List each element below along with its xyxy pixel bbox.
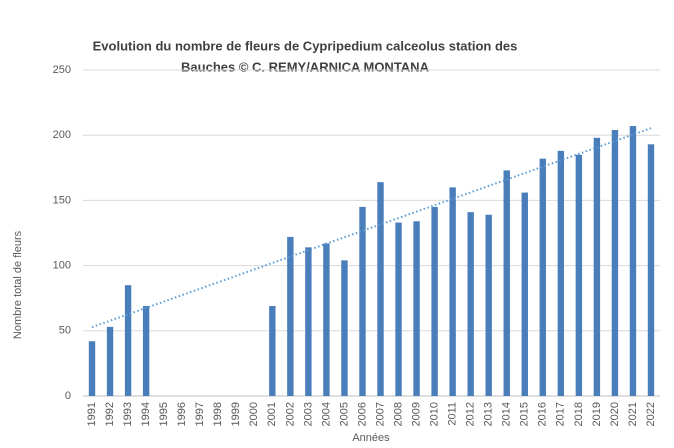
bar xyxy=(377,182,384,396)
x-tick-label: 2021 xyxy=(627,402,639,426)
chart-title: Evolution du nombre de fleurs de Cypripe… xyxy=(93,38,518,53)
x-tick-label: 1999 xyxy=(230,402,242,426)
x-tick-label: 2007 xyxy=(374,402,386,426)
x-tick-label: 2004 xyxy=(320,402,332,426)
bar xyxy=(431,206,438,396)
bar xyxy=(449,187,456,396)
x-tick-label: 2003 xyxy=(302,402,314,426)
bar xyxy=(106,326,114,396)
bar xyxy=(593,137,601,397)
x-tick-label: 2020 xyxy=(609,402,621,426)
bar xyxy=(467,212,474,396)
x-axis-label: Années xyxy=(352,432,390,444)
bar xyxy=(88,341,96,396)
x-tick-label: 1994 xyxy=(140,402,152,426)
x-tick-label: 2009 xyxy=(410,402,422,426)
bar xyxy=(305,247,312,396)
x-tick-label: 2016 xyxy=(537,402,549,426)
bar xyxy=(557,150,565,396)
x-tick-label: 2014 xyxy=(501,402,513,426)
x-tick-label: 2001 xyxy=(266,402,278,426)
x-tick-label: 1995 xyxy=(158,402,170,426)
x-tick-label: 2012 xyxy=(465,402,477,426)
x-tick-label: 2002 xyxy=(284,402,296,426)
bar xyxy=(611,129,619,396)
x-tick-label: 2017 xyxy=(555,402,567,426)
x-tick-label: 2008 xyxy=(392,402,404,426)
trendline xyxy=(91,127,652,329)
y-axis-label: Nombre total de fleurs xyxy=(12,230,24,339)
x-tick-label: 1993 xyxy=(122,402,134,426)
y-tick-label: 100 xyxy=(53,260,71,272)
x-tick-label: 1996 xyxy=(176,402,188,426)
x-tick-label: 2010 xyxy=(429,402,441,426)
bar xyxy=(575,154,583,396)
x-tick-label: 2013 xyxy=(483,402,495,426)
y-tick-label: 0 xyxy=(65,390,71,402)
bar xyxy=(629,126,637,397)
bar xyxy=(521,192,528,396)
bar xyxy=(287,236,294,396)
y-tick-label: 250 xyxy=(53,64,71,76)
bar xyxy=(395,222,402,396)
bar xyxy=(503,170,510,396)
x-tick-label: 1997 xyxy=(194,402,206,426)
x-tick-label: 1992 xyxy=(104,402,116,426)
bar xyxy=(341,260,348,396)
bar xyxy=(124,285,132,396)
y-tick-label: 200 xyxy=(53,129,71,141)
x-tick-label: 2019 xyxy=(591,402,603,426)
x-tick-label: 2018 xyxy=(573,402,585,426)
x-tick-label: 2015 xyxy=(519,402,531,426)
x-tick-label: 2022 xyxy=(645,402,657,426)
y-tick-label: 50 xyxy=(59,325,71,337)
bar xyxy=(647,144,655,396)
y-tick-label: 150 xyxy=(53,194,71,206)
x-tick-label: 1998 xyxy=(212,402,224,426)
chart-title: Bauches © C. REMY/ARNICA MONTANA xyxy=(181,59,430,74)
x-tick-label: 2006 xyxy=(356,402,368,426)
bar xyxy=(323,243,330,396)
x-tick-label: 2005 xyxy=(338,402,350,426)
bar xyxy=(413,221,420,396)
x-tick-label: 2000 xyxy=(248,402,260,426)
bar xyxy=(539,158,546,396)
x-tick-label: 1991 xyxy=(86,402,98,426)
x-tick-label: 2011 xyxy=(447,402,459,426)
bar xyxy=(485,214,492,396)
bar xyxy=(142,306,150,396)
bar xyxy=(359,206,366,396)
bar xyxy=(269,306,276,396)
